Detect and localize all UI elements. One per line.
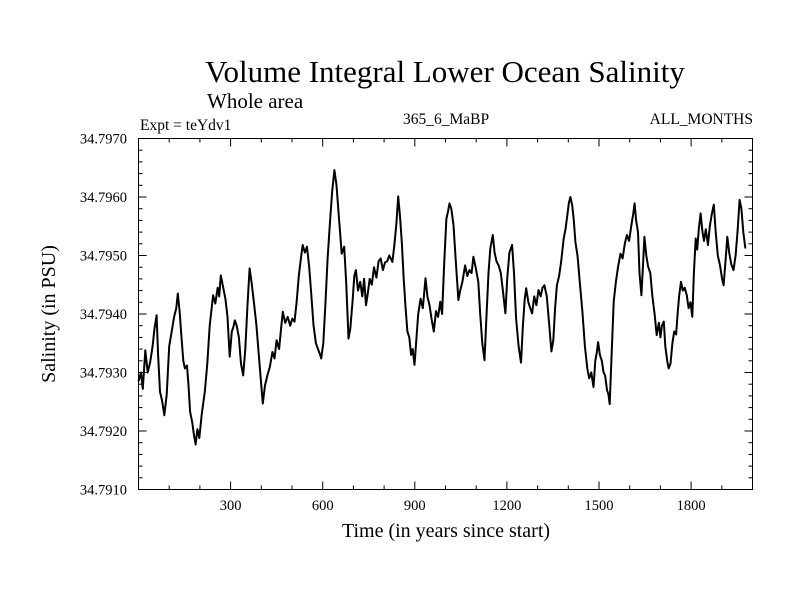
y-tick-label: 34.7950 — [80, 249, 127, 265]
months-label: ALL_MONTHS — [650, 111, 753, 128]
x-tick-labels: 300 600 900 1200 1500 1800 — [220, 498, 706, 514]
y-tick-label: 34.7920 — [80, 424, 127, 440]
y-axis-label: Salinity (in PSU) — [38, 245, 60, 383]
x-tick-label: 1800 — [677, 498, 706, 514]
plot-frame — [138, 138, 753, 490]
experiment-label: Expt = teYdv1 — [140, 117, 231, 134]
x-tick-label: 600 — [312, 498, 334, 514]
axis-ticks — [138, 138, 753, 490]
x-tick-label: 300 — [220, 498, 242, 514]
y-tick-label: 34.7960 — [80, 190, 127, 206]
x-tick-label: 1500 — [585, 498, 614, 514]
chart-subtitle: Whole area — [207, 89, 304, 113]
y-tick-label: 34.7940 — [80, 307, 127, 323]
y-tick-label: 34.7970 — [80, 132, 127, 148]
x-axis-label: Time (in years since start) — [342, 520, 550, 542]
y-tick-label: 34.7910 — [80, 483, 127, 499]
chart-title: Volume Integral Lower Ocean Salinity — [205, 54, 685, 89]
salinity-series-line — [137, 169, 747, 446]
y-tick-label: 34.7930 — [80, 366, 127, 382]
y-tick-labels: 34.7910 34.7920 34.7930 34.7940 34.7950 34.79… — [80, 132, 127, 499]
x-tick-label: 1200 — [492, 498, 521, 514]
x-tick-label: 900 — [404, 498, 426, 514]
run-id-label: 365_6_MaBP — [403, 111, 489, 128]
